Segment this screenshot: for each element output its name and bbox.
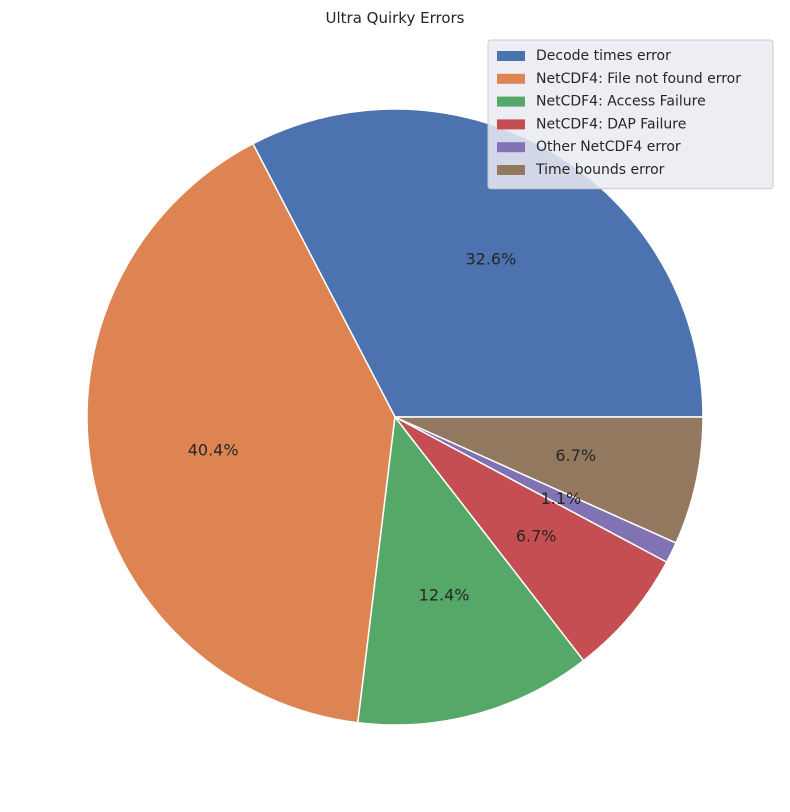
legend-swatch-netcdf4-access-failure (497, 96, 525, 107)
legend-label-other-netcdf4-error: Other NetCDF4 error (536, 139, 681, 155)
chart-title: Ultra Quirky Errors (326, 9, 465, 27)
percent-labels: 32.6% 40.4% 12.4% 6.7% 1.1% 6.7% (188, 250, 596, 605)
legend-label-netcdf4-dap-failure: NetCDF4: DAP Failure (536, 116, 686, 132)
legend-label-netcdf4-file-not-found-error: NetCDF4: File not found error (536, 71, 741, 87)
legend-label-netcdf4-access-failure: NetCDF4: Access Failure (536, 94, 706, 110)
pie-slice-time-bounds-error (394, 416, 704, 544)
legend-swatch-time-bounds-error (497, 165, 525, 175)
legend-swatch-other-netcdf4-error (497, 142, 525, 153)
legend-box (487, 39, 774, 190)
pie-slice-netcdf4-dap-failure (394, 416, 668, 662)
percent-label-netcdf4-file-not-found-error: 40.4% (188, 440, 239, 459)
legend-label-decode-times-error: Decode times error (536, 48, 671, 64)
legend-swatch-netcdf4-file-not-found-error (497, 73, 525, 84)
pie-slice-netcdf4-file-not-found-error (86, 142, 396, 724)
pie-slices (86, 108, 704, 726)
percent-label-other-netcdf4-error: 1.1% (541, 489, 582, 508)
percent-label-time-bounds-error: 6.7% (555, 446, 596, 465)
legend-label-time-bounds-error: Time bounds error (535, 162, 665, 178)
percent-label-decode-times-error: 32.6% (465, 250, 516, 269)
percent-label-netcdf4-access-failure: 12.4% (419, 586, 470, 605)
pie-slice-netcdf4-access-failure (357, 416, 585, 726)
percent-label-netcdf4-dap-failure: 6.7% (516, 527, 557, 546)
legend: Decode times error NetCDF4: File not foun… (487, 39, 774, 190)
legend-swatch-netcdf4-dap-failure (497, 119, 525, 130)
legend-swatch-decode-times-error (497, 51, 525, 61)
